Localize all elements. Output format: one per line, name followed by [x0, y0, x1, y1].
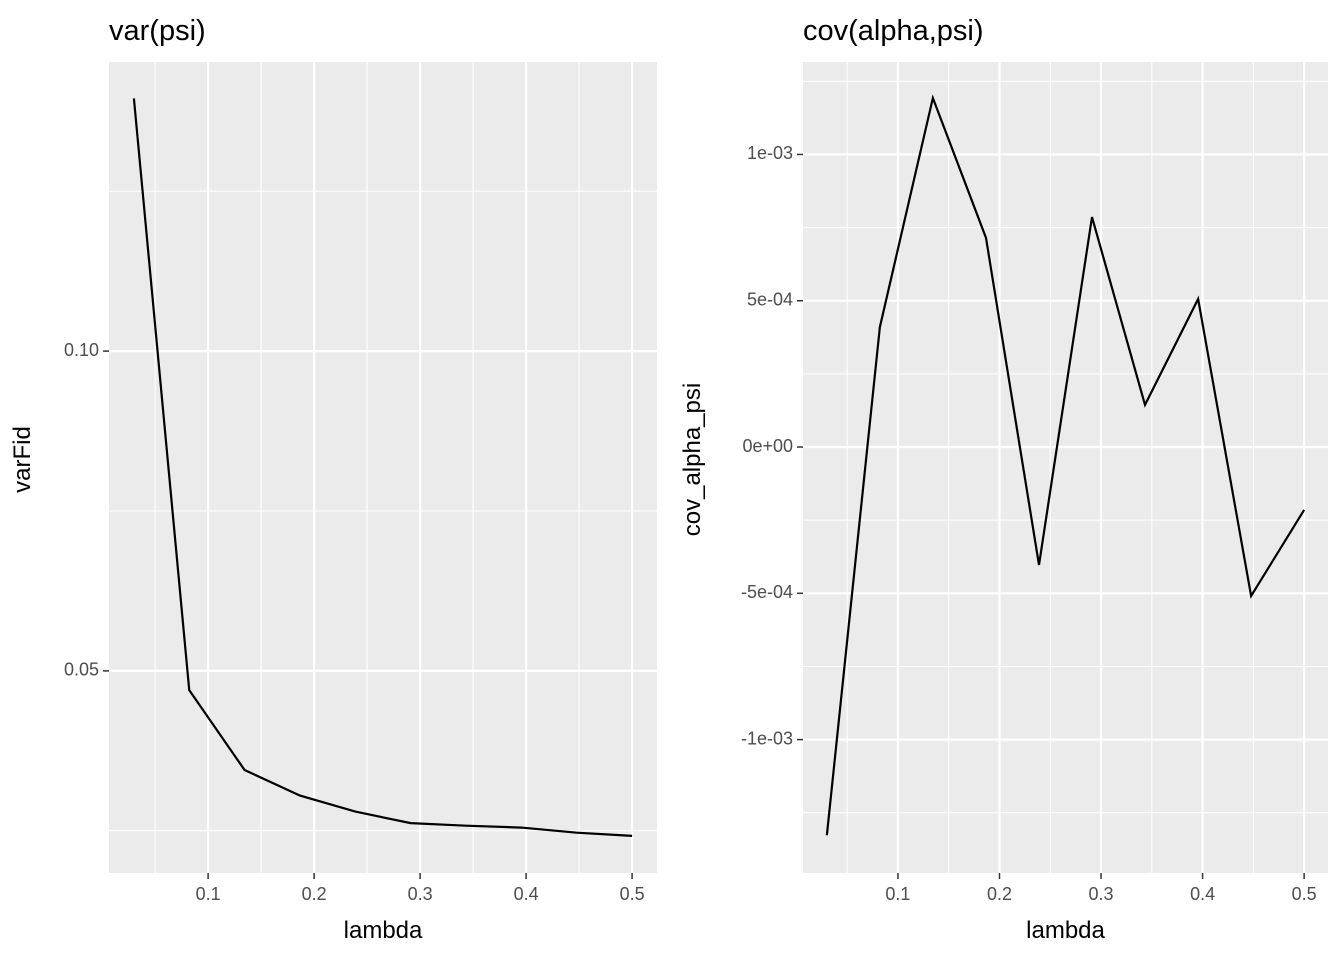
y-tick-label: 0.10	[64, 340, 99, 360]
y-tick-label: 0e+00	[742, 436, 793, 456]
y-tick-label: -1e-03	[741, 728, 793, 748]
x-tick-label: 0.5	[1292, 884, 1317, 904]
y-axis-title: cov_alpha_psi	[679, 383, 706, 536]
x-tick-label: 0.4	[514, 884, 539, 904]
data-line	[132, 98, 633, 838]
x-tick-label: 0.3	[408, 884, 433, 904]
x-axis-title: lambda	[344, 917, 423, 944]
data-line	[825, 94, 1306, 836]
y-tick-label: -5e-04	[741, 582, 793, 602]
chart-title: var(psi)	[109, 15, 206, 47]
plot-panel	[803, 62, 1328, 873]
x-tick-label: 0.5	[620, 884, 645, 904]
x-tick-label: 0.1	[196, 884, 221, 904]
x-tick-label: 0.3	[1089, 884, 1114, 904]
y-axis-title: varFid	[9, 426, 36, 493]
y-tick-label: 5e-04	[747, 289, 793, 309]
x-tick-label: 0.1	[885, 884, 910, 904]
plot-panel	[109, 62, 657, 873]
x-tick-label: 0.2	[302, 884, 327, 904]
x-tick-label: 0.4	[1190, 884, 1215, 904]
x-axis-title: lambda	[1026, 917, 1105, 944]
y-tick-label: 1e-03	[747, 143, 793, 163]
chart-title: cov(alpha,psi)	[803, 15, 984, 47]
x-tick-label: 0.2	[987, 884, 1012, 904]
y-tick-label: 0.05	[64, 660, 99, 680]
